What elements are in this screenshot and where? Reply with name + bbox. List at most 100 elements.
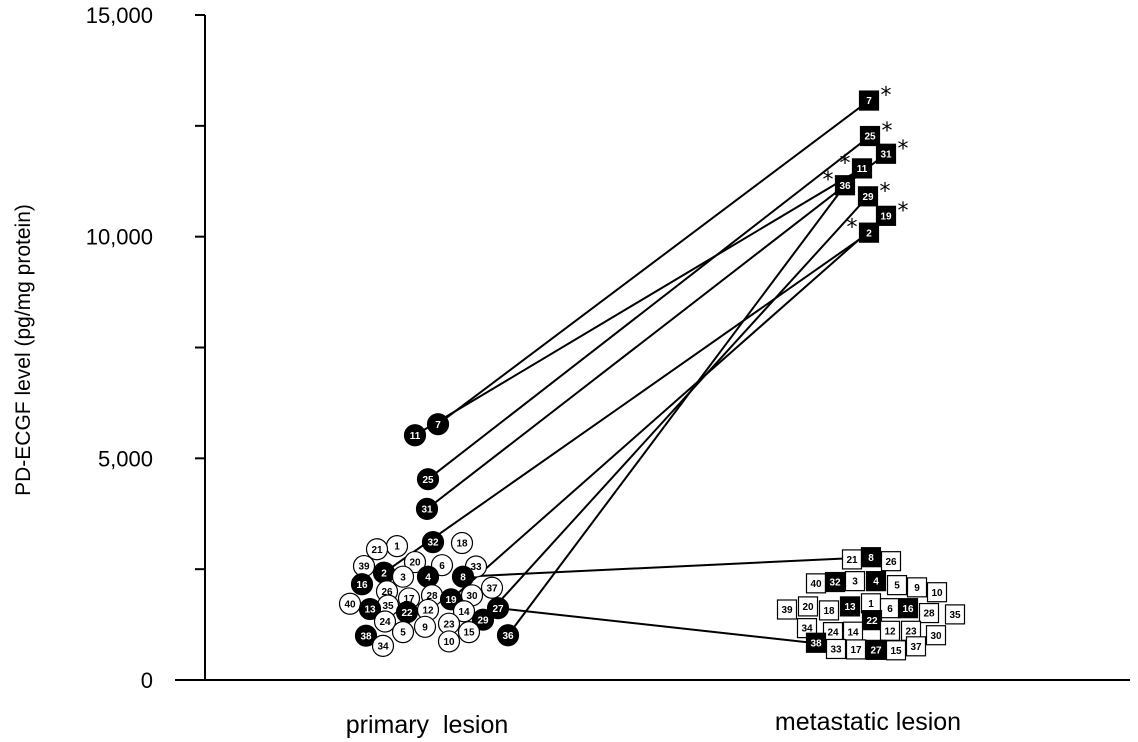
metastatic-point-marker — [905, 636, 927, 657]
metastatic-point-label: 5 — [894, 581, 900, 592]
primary-point-marker — [457, 621, 481, 644]
primary-point-marker — [371, 634, 395, 657]
metastatic-point-25: 25 * — [859, 119, 893, 147]
metastatic-point-marker — [845, 639, 867, 660]
metastatic-point-12: 12 — [879, 620, 901, 641]
y-tick-label: 15,000 — [86, 3, 153, 28]
metastatic-point-28: 28 — [918, 602, 940, 624]
primary-point-marker — [354, 624, 378, 647]
primary-point-label: 26 — [381, 587, 393, 598]
primary-point-marker — [451, 565, 475, 588]
metastatic-point-label: 37 — [910, 642, 922, 653]
metastatic-point-35: 35 — [944, 604, 966, 625]
primary-point-5: 5 — [391, 621, 415, 644]
primary-point-marker — [437, 630, 461, 653]
primary-point-marker — [471, 608, 495, 631]
primary-point-label: 18 — [456, 539, 468, 550]
primary-point-label: 30 — [466, 591, 478, 602]
primary-point-label: 40 — [344, 599, 356, 610]
metastatic-point-label: 35 — [949, 610, 961, 621]
primary-point-32: 32 — [421, 531, 445, 554]
metastatic-point-marker — [886, 575, 908, 596]
paired-line-31 — [426, 152, 887, 510]
metastatic-point-32: 32 — [824, 571, 846, 593]
metastatic-point-4: 4 — [865, 571, 887, 592]
metastatic-point-31: 31 * — [875, 137, 909, 164]
paired-line-2 — [383, 231, 870, 574]
primary-point-label: 4 — [425, 572, 431, 583]
metastatic-point-13: 13 — [839, 596, 861, 617]
primary-point-25: 25 — [416, 468, 440, 491]
metastatic-point-18: 18 — [818, 600, 840, 621]
metastatic-point-label: 27 — [870, 645, 882, 656]
metastatic-point-label: 3 — [852, 577, 858, 588]
primary-point-label: 39 — [358, 562, 370, 573]
primary-point-marker — [391, 621, 415, 644]
metastatic-point-3: 3 — [844, 571, 866, 592]
metastatic-point-marker — [906, 577, 928, 598]
metastatic-point-label: 26 — [885, 557, 897, 568]
metastatic-point-marker — [875, 205, 897, 226]
metastatic-point-11: 11 * — [840, 151, 873, 179]
paired-line-11 — [414, 167, 863, 437]
primary-point-marker — [391, 565, 415, 588]
metastatic-point-marker — [865, 571, 887, 592]
primary-point-37: 37 — [480, 576, 504, 599]
metastatic-point-10: 10 — [926, 582, 948, 603]
metastatic-point-marker — [825, 638, 847, 660]
axes — [175, 15, 1130, 681]
primary-point-2: 2 — [372, 561, 396, 584]
primary-point-label: 32 — [427, 538, 439, 549]
metastatic-point-label: 22 — [866, 616, 878, 627]
metastatic-point-label: 29 — [862, 192, 874, 203]
primary-point-marker — [413, 615, 437, 638]
metastatic-point-24: 24 — [822, 622, 844, 643]
y-tick-label: 0 — [141, 668, 153, 693]
primary-point-label: 7 — [435, 420, 441, 431]
metastatic-point-39: 39 — [776, 599, 798, 620]
significance-star: * — [881, 84, 892, 109]
metastatic-point-7: 7 * — [858, 84, 892, 111]
metastatic-point-marker — [858, 222, 880, 243]
primary-point-24: 24 — [373, 610, 397, 633]
primary-point-9: 9 — [413, 615, 437, 638]
paired-line-7 — [437, 99, 870, 425]
paired-line-19 — [450, 215, 887, 601]
primary-point-1: 1 — [385, 535, 409, 558]
metastatic-point-8: 8 — [860, 547, 882, 568]
primary-point-label: 16 — [356, 580, 368, 591]
metastatic-point-label: 12 — [884, 626, 896, 637]
metastatic-point-label: 20 — [802, 602, 814, 613]
metastatic-point-17: 17 — [845, 639, 867, 660]
significance-star: * — [823, 168, 834, 193]
metastatic-point-20: 20 — [797, 596, 819, 617]
metastatic-point-40: 40 — [805, 573, 827, 594]
metastatic-point-label: 16 — [902, 604, 914, 615]
metastatic-point-label: 34 — [801, 624, 813, 635]
metastatic-point-marker — [860, 547, 882, 568]
metastatic-point-marker — [834, 175, 856, 196]
metastatic-point-label: 1 — [868, 599, 874, 610]
primary-point-label: 6 — [439, 561, 445, 572]
primary-point-marker — [403, 424, 427, 447]
metastatic-point-marker — [776, 599, 798, 620]
metastatic-point-marker — [875, 143, 897, 164]
primary-point-label: 22 — [401, 608, 413, 619]
primary-point-label: 1 — [394, 542, 400, 553]
metastatic-point-marker — [851, 158, 873, 179]
primary-point-label: 10 — [443, 637, 455, 648]
primary-point-marker — [350, 573, 374, 596]
primary-point-marker — [403, 550, 427, 574]
y-axis-title: PD-ECGF level (pg/mg protein) — [12, 204, 35, 496]
metastatic-point-marker — [844, 571, 866, 592]
metastatic-point-label: 18 — [823, 606, 835, 617]
metastatic-point-label: 2 — [866, 228, 872, 239]
metastatic-point-marker — [857, 186, 879, 207]
metastatic-point-9: 9 — [906, 577, 928, 598]
primary-point-label: 23 — [443, 619, 455, 630]
primary-point-label: 19 — [445, 595, 457, 606]
paired-lines — [383, 99, 887, 651]
primary-point-marker — [480, 576, 504, 599]
metastatic-point-16: 16 — [897, 598, 919, 619]
primary-point-label: 35 — [382, 601, 394, 612]
